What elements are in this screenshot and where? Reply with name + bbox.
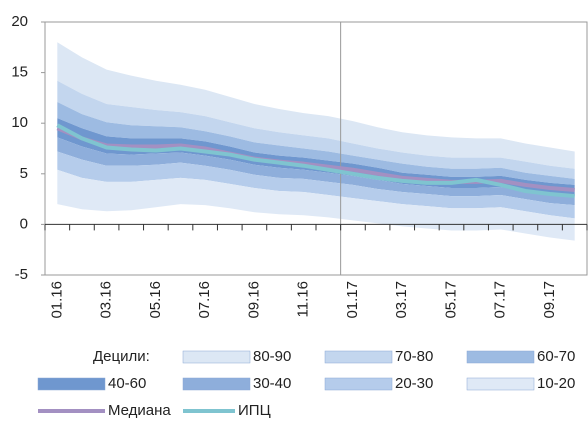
x-tick-label: 03.16 [98,281,115,319]
x-tick-label: 09.16 [245,281,262,319]
y-tick-label: 5 [20,165,28,182]
legend-swatch [182,350,251,364]
legend-label: 10-20 [537,375,575,392]
legend-swatch [37,377,106,391]
x-tick-label: 09.17 [541,281,558,319]
x-tick-label: 05.17 [442,281,459,319]
legend-swatch [324,350,393,364]
fan-band [57,169,575,241]
legend-label: 40-60 [108,375,146,392]
fan-band [57,42,575,169]
fan-band [57,151,575,219]
y-tick-label: 15 [11,64,28,81]
legend-label: ИПЦ [238,402,271,419]
legend-label: 20-30 [395,375,433,392]
x-tick-label: 03.17 [393,281,410,319]
legend-label: 70-80 [395,348,433,365]
legend-swatch [466,350,535,364]
x-tick-label: 01.17 [344,281,361,319]
series-line [56,123,575,199]
legend-label: Медиана [108,402,171,419]
x-tick-label: 01.16 [48,281,65,319]
y-tick-label: 10 [11,114,28,131]
fan-band [57,137,575,206]
y-tick-label: -5 [15,266,28,283]
y-tick-label: 20 [11,13,28,30]
legend-swatch [182,377,251,391]
legend-label: 30-40 [253,375,291,392]
y-tick-label: 0 [20,215,28,232]
fan-band [57,118,575,197]
x-tick-label: 05.16 [147,281,164,319]
x-tick-label: 07.17 [492,281,509,319]
legend-label: 60-70 [537,348,575,365]
x-tick-label: 11.16 [295,281,312,317]
legend-swatch [466,377,535,391]
x-tick-label: 07.16 [196,281,213,319]
plot-frame [44,21,588,276]
legend-label: 80-90 [253,348,291,365]
fan-band [57,80,575,179]
legend-title: Децили: [93,348,150,365]
legend-swatch [324,377,393,391]
fan-band [57,101,575,185]
